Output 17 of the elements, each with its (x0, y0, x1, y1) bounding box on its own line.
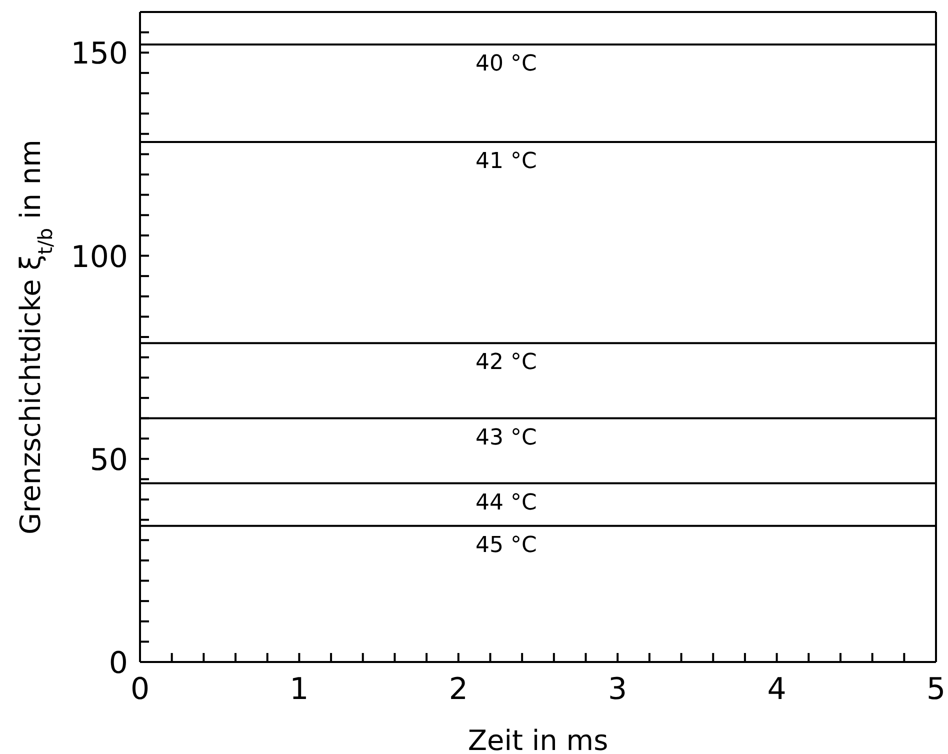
x-tick-label: 1 (290, 672, 309, 707)
y-tick-label: 0 (108, 646, 128, 681)
x-tick-label: 2 (448, 672, 468, 707)
x-tick-label: 4 (767, 672, 786, 707)
series-label: 44 °C (475, 490, 537, 516)
x-tick-label: 0 (130, 672, 150, 707)
y-tick-label: 50 (90, 442, 128, 478)
y-tick-label: 150 (70, 36, 128, 72)
x-tick-label: 5 (926, 672, 946, 707)
x-axis-title: Zeit in ms (468, 724, 608, 754)
series-label: 43 °C (475, 425, 537, 450)
x-tick-label: 3 (608, 672, 628, 707)
series-label: 42 °C (475, 350, 537, 376)
series-label: 41 °C (475, 149, 537, 174)
y-tick-label: 100 (70, 240, 128, 275)
series-label: 45 °C (475, 532, 537, 558)
series-label: 40 °C (475, 52, 537, 76)
